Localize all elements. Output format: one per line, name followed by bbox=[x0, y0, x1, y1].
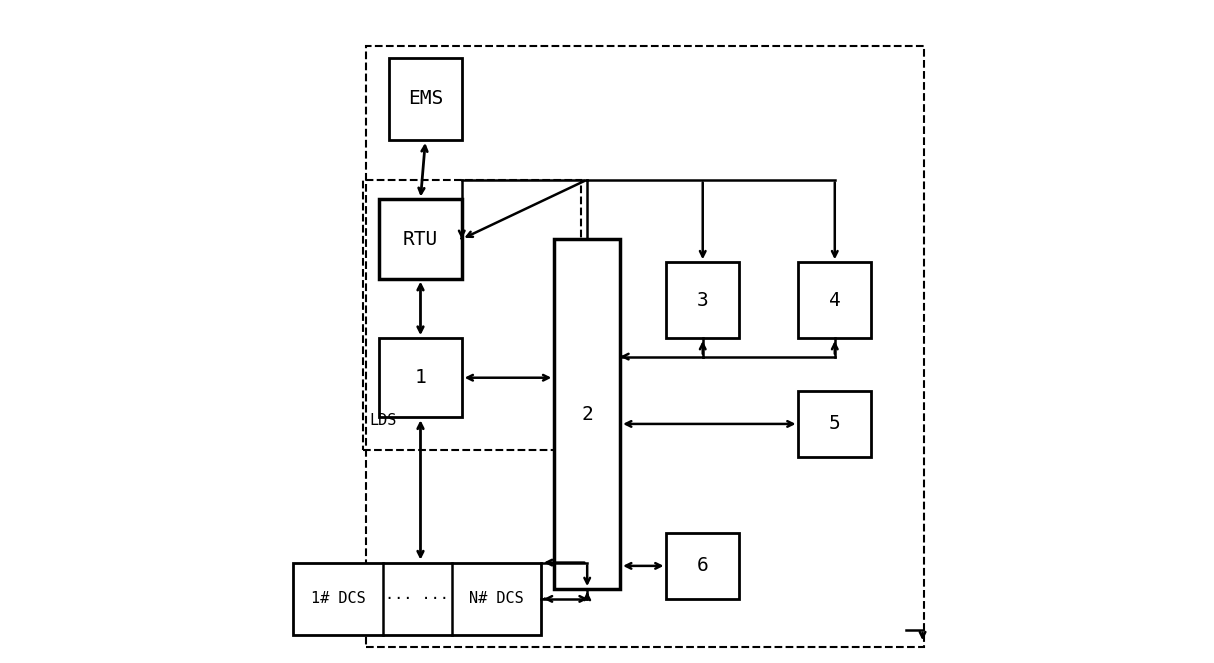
Text: 6: 6 bbox=[697, 556, 709, 575]
Text: 1# DCS: 1# DCS bbox=[311, 591, 365, 607]
Bar bbox=[379, 200, 461, 278]
Text: 1: 1 bbox=[415, 368, 426, 387]
Bar bbox=[390, 58, 461, 140]
Bar bbox=[365, 46, 924, 647]
Text: 4: 4 bbox=[829, 290, 840, 310]
Bar bbox=[379, 338, 461, 417]
Text: 5: 5 bbox=[829, 414, 840, 434]
Bar bbox=[799, 262, 872, 338]
Text: LDS: LDS bbox=[369, 413, 397, 428]
Bar bbox=[363, 180, 580, 450]
Bar bbox=[294, 563, 541, 635]
Bar bbox=[666, 533, 739, 599]
Text: EMS: EMS bbox=[408, 90, 443, 108]
Bar bbox=[554, 239, 620, 589]
Text: RTU: RTU bbox=[403, 229, 438, 249]
Text: N# DCS: N# DCS bbox=[469, 591, 523, 607]
Bar bbox=[666, 262, 739, 338]
Text: 3: 3 bbox=[697, 290, 709, 310]
Bar bbox=[799, 391, 872, 457]
Text: ··· ···: ··· ··· bbox=[385, 591, 449, 607]
Text: 2: 2 bbox=[582, 404, 594, 424]
